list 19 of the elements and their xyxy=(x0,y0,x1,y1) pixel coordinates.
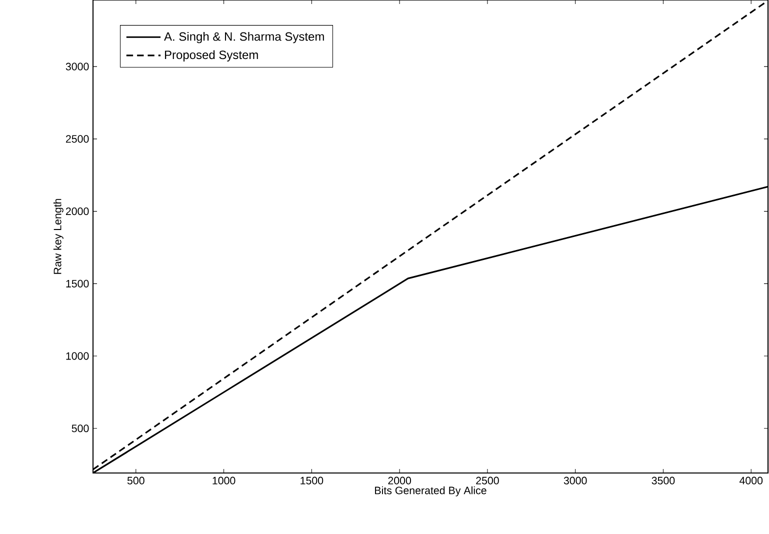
x-tick-label: 2000 xyxy=(388,476,412,484)
x-tick-label: 3000 xyxy=(564,476,587,484)
x-tick-label: 3500 xyxy=(652,476,675,484)
x-tick-label: 1000 xyxy=(212,476,236,484)
legend-label: Proposed System xyxy=(164,50,258,62)
x-tick-label: 4000 xyxy=(740,476,763,484)
x-tick-label: 500 xyxy=(127,476,144,484)
legend-label: A. Singh & N. Sharma System xyxy=(164,32,324,44)
y-tick-label: 2500 xyxy=(66,135,89,143)
y-tick-label: 3000 xyxy=(66,62,89,70)
line-series xyxy=(93,0,768,470)
y-tick-label: 2000 xyxy=(66,208,89,216)
y-tick-label: 1000 xyxy=(66,352,89,360)
y-tick-label: 1500 xyxy=(66,280,89,288)
y-axis-title: Raw key Length xyxy=(53,198,64,274)
x-axis-title: Bits Generated By Alice xyxy=(375,486,486,496)
x-tick-label: 1500 xyxy=(300,476,324,484)
x-tick-label: 2500 xyxy=(476,476,499,484)
y-tick-label: 500 xyxy=(72,424,89,432)
